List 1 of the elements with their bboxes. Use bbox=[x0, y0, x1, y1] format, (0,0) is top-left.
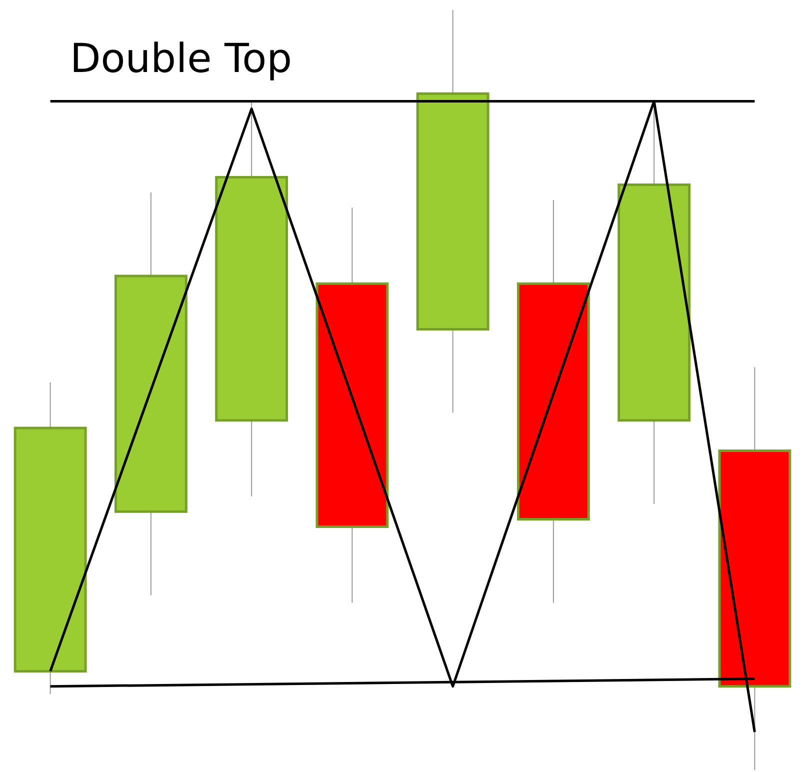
text: Double Top bbox=[70, 36, 292, 82]
